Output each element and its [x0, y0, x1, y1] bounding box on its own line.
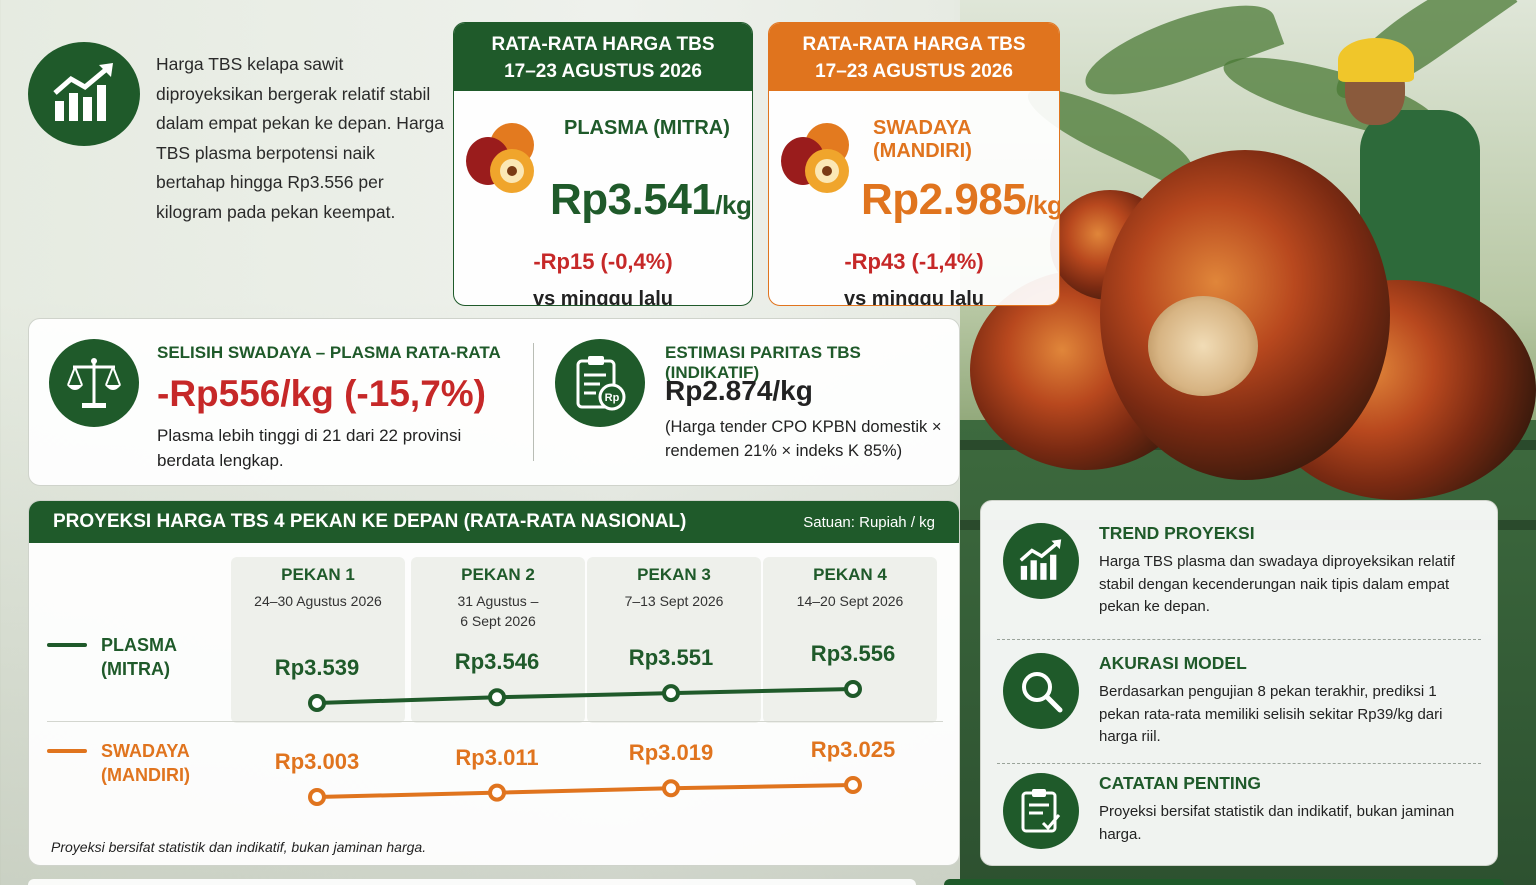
info-text: Proyeksi bersifat statistik dan indikati…	[1099, 803, 1455, 843]
projection-line-chart	[308, 680, 862, 806]
note-icon-badge	[1003, 773, 1079, 849]
swadaya-header-line2: 17–23 AGUSTUS 2026	[815, 61, 1013, 82]
projection-note: Proyeksi bersifat statistik dan indikati…	[51, 839, 427, 855]
data-label: Rp3.011	[455, 744, 539, 770]
swadaya-price-unit: /kg	[1026, 190, 1060, 220]
plasma-price-unit: /kg	[715, 190, 752, 220]
info-separator	[997, 763, 1481, 764]
info-title: AKURASI MODEL	[1099, 653, 1247, 673]
gap-value: -Rp556/kg (-15,7%)	[157, 373, 486, 414]
plasma-series-name-2: (MITRA)	[101, 659, 170, 679]
swadaya-legend-line	[47, 749, 87, 753]
plasma-price: Rp3.541/kg	[550, 175, 752, 225]
gap-icon-badge	[49, 339, 139, 427]
plasma-header-line1: RATA-RATA HARGA TBS	[491, 34, 715, 55]
data-point	[308, 788, 326, 806]
data-point	[844, 776, 862, 794]
week-name: PEKAN 3	[637, 565, 711, 584]
plasma-label: PLASMA (MITRA)	[564, 117, 730, 139]
data-point	[488, 783, 506, 802]
plasma-legend-line	[47, 643, 87, 647]
data-point	[662, 684, 680, 703]
gap-note: Plasma lebih tinggi di 21 dari 22 provin…	[157, 426, 462, 470]
swadaya-series-label: SWADAYA (MANDIRI)	[101, 739, 190, 787]
scale-icon	[67, 358, 121, 408]
series-line-plasma	[316, 687, 854, 705]
chart-up-icon	[1019, 539, 1062, 580]
data-label: Rp3.551	[628, 645, 714, 671]
swadaya-label: SWADAYA (MANDIRI)	[873, 117, 972, 162]
parity-value: Rp2.874/kg	[665, 375, 813, 406]
plasma-series-name-1: PLASMA	[101, 635, 177, 655]
parity-title: ESTIMASI PARITAS TBS (INDIKATIF)	[665, 343, 861, 382]
data-label: Rp3.546	[454, 649, 540, 675]
week-name: PEKAN 1	[281, 565, 355, 584]
data-label: Rp3.025	[810, 737, 896, 762]
swadaya-price-value: Rp2.985	[861, 175, 1027, 224]
next-panel-edge	[944, 879, 1504, 885]
swadaya-series-name-2: (MANDIRI)	[101, 765, 190, 785]
plasma-price-value: Rp3.541	[550, 175, 716, 224]
swadaya-vs: vs minggu lalu	[843, 288, 985, 306]
clipboard-rp-icon: Rp	[576, 356, 626, 411]
swadaya-header-line1: RATA-RATA HARGA TBS	[802, 34, 1026, 55]
info-card: TREND PROYEKSI Harga TBS plasma dan swad…	[980, 500, 1498, 866]
info-title: CATATAN PENTING	[1099, 773, 1262, 793]
info-title: TREND PROYEKSI	[1099, 523, 1255, 543]
swadaya-change: -Rp43 (-1,4%)	[844, 249, 984, 274]
week-name: PEKAN 4	[813, 565, 887, 584]
data-point	[662, 779, 680, 798]
plasma-vs: vs minggu lalu	[532, 288, 674, 306]
week-dates: 7–13 Sept 2026	[624, 593, 724, 609]
data-label: Rp3.539	[274, 655, 360, 680]
data-label: Rp3.003	[274, 749, 360, 774]
week-dates: 31 Agustus – 6 Sept 2026	[457, 593, 539, 629]
plasma-price-card: RATA-RATA HARGA TBS 17–23 AGUSTUS 2026 P…	[453, 22, 753, 306]
data-point	[308, 694, 326, 712]
palm-fruit-icon	[781, 123, 849, 193]
trend-icon-badge	[28, 42, 140, 146]
week-dates: 24–30 Agustus 2026	[254, 593, 382, 609]
data-point	[844, 680, 862, 698]
info-text: Berdasarkan pengujian 8 pekan terakhir, …	[1099, 683, 1443, 745]
gap-parity-card: SELISIH SWADAYA – PLASMA RATA-RATA -Rp55…	[28, 318, 960, 486]
next-panel-edge	[28, 879, 916, 885]
info-text: Harga TBS plasma dan swadaya diproyeksik…	[1099, 553, 1455, 615]
chart-up-icon	[53, 63, 113, 121]
plasma-change: -Rp15 (-0,4%)	[533, 249, 673, 274]
magnifier-icon	[1022, 672, 1063, 713]
projection-header: PROYEKSI HARGA TBS 4 PEKAN KE DEPAN (RAT…	[29, 501, 959, 543]
accuracy-icon-badge	[1003, 653, 1079, 729]
plasma-header-line2: 17–23 AGUSTUS 2026	[504, 61, 702, 82]
row-divider	[47, 721, 943, 722]
divider	[533, 343, 534, 461]
info-separator	[997, 639, 1481, 640]
projection-title: PROYEKSI HARGA TBS 4 PEKAN KE DEPAN (RAT…	[53, 511, 687, 532]
week-name: PEKAN 2	[461, 565, 535, 584]
swadaya-price: Rp2.985/kg	[861, 175, 1060, 225]
week-dates: 14–20 Sept 2026	[796, 593, 904, 609]
swadaya-price-card: RATA-RATA HARGA TBS 17–23 AGUSTUS 2026 S…	[768, 22, 1060, 306]
palm-fruit-icon	[466, 123, 534, 193]
projection-card: PROYEKSI HARGA TBS 4 PEKAN KE DEPAN (RAT…	[28, 500, 960, 866]
parity-icon-badge: Rp	[555, 339, 645, 427]
data-label: Rp3.556	[810, 641, 896, 666]
gap-title: SELISIH SWADAYA – PLASMA RATA-RATA	[157, 343, 501, 362]
trend-icon-badge	[1003, 523, 1079, 599]
swadaya-card-header: RATA-RATA HARGA TBS 17–23 AGUSTUS 2026	[769, 23, 1059, 91]
parity-note: (Harga tender CPO KPBN domestik × rendem…	[665, 418, 942, 460]
clipboard-check-icon	[1021, 789, 1061, 833]
swadaya-series-name-1: SWADAYA	[101, 741, 190, 761]
svg-text:Rp: Rp	[605, 392, 620, 404]
series-line-swadaya	[316, 783, 854, 799]
projection-unit: Satuan: Rupiah / kg	[803, 513, 935, 531]
data-point	[488, 688, 506, 707]
intro-text: Harga TBS kelapa sawit diproyeksikan ber…	[156, 54, 444, 222]
data-label: Rp3.019	[628, 740, 714, 766]
plasma-series-label: PLASMA (MITRA)	[101, 633, 177, 681]
plasma-card-header: RATA-RATA HARGA TBS 17–23 AGUSTUS 2026	[454, 23, 752, 91]
